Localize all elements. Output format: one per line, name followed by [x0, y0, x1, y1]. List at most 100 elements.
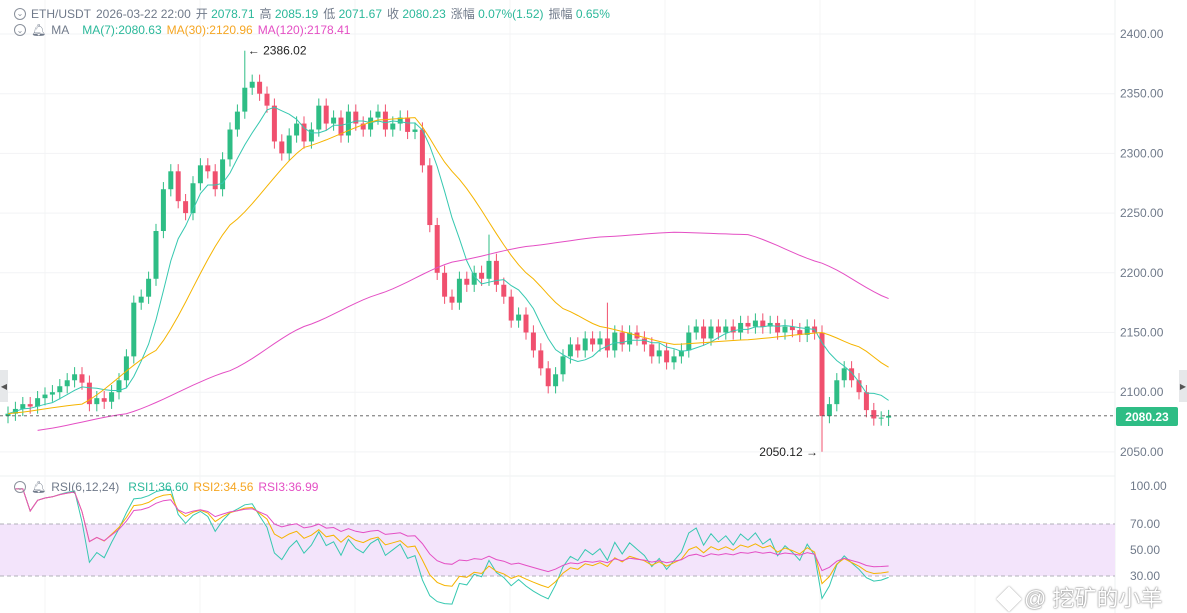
candle-body: [86, 382, 92, 405]
bell-icon[interactable]: 🔔︎: [31, 480, 47, 494]
rsi-tick-label: 100.00: [1130, 479, 1167, 493]
candle-body: [183, 201, 189, 214]
candle-body: [545, 368, 551, 387]
rsi-tick-label: 50.00: [1130, 543, 1160, 557]
candle-body: [79, 374, 85, 383]
candle-body: [841, 368, 847, 381]
scroll-left-tab[interactable]: ◀: [0, 370, 8, 402]
candle-body: [582, 338, 588, 351]
candle-body: [553, 374, 559, 387]
candle-body: [338, 117, 344, 136]
chevron-left-icon: ◀: [0, 381, 8, 391]
collapse-chevron-icon[interactable]: ⌄: [14, 24, 26, 36]
candle-body: [72, 374, 78, 381]
candle-body: [464, 278, 470, 285]
current-price-tag: 2080.23: [1116, 407, 1178, 426]
candle-body: [249, 81, 255, 88]
candle-body: [57, 386, 63, 393]
ma-legend: ⌄ 🔔︎ MA MA(7):2080.63 MA(30):2120.96 MA(…: [14, 23, 350, 37]
close-label: 收: [387, 7, 400, 21]
candle-body: [257, 81, 263, 94]
candle-body: [234, 111, 240, 130]
candle-body: [20, 404, 26, 409]
candle-body: [197, 165, 203, 184]
candle-body: [331, 117, 337, 124]
candle-body: [279, 141, 285, 154]
candle-body: [27, 404, 33, 407]
candle-body: [205, 165, 211, 172]
price-tick-label: 2150.00: [1120, 326, 1164, 340]
candle-body: [619, 332, 625, 345]
candle-body: [493, 260, 499, 285]
bell-icon[interactable]: 🔔︎: [31, 23, 47, 37]
ohlc-legend: ⌄ ETH/USDT 2026-03-22 22:00 开 2078.71 高 …: [14, 5, 610, 22]
candle-body: [856, 380, 862, 393]
candle-body: [323, 105, 329, 124]
candle-body: [508, 296, 514, 321]
candle-body: [64, 380, 70, 387]
candle-body: [871, 410, 877, 419]
scroll-right-tab[interactable]: ▶: [1179, 370, 1187, 402]
low-label: 低: [323, 7, 336, 21]
candle-body: [567, 344, 573, 357]
candle-body: [627, 332, 633, 345]
rsi-tick-label: 70.00: [1130, 517, 1160, 531]
watermark-text: @ 挖矿的小羊: [1024, 586, 1163, 611]
rsi-name: RSI(6,12,24): [51, 480, 120, 494]
candle-body: [641, 338, 647, 345]
watermark-logo-icon: [996, 586, 1022, 612]
candle-body: [101, 398, 107, 402]
candle-body: [538, 350, 544, 369]
candle-body: [146, 278, 152, 297]
candle-body: [360, 123, 366, 130]
collapse-chevron-icon[interactable]: ⌄: [14, 7, 26, 20]
candle-body: [730, 326, 736, 333]
candle-body: [849, 368, 855, 381]
candle-body: [878, 417, 884, 419]
ma7-line: [7, 106, 889, 415]
candle-body: [449, 296, 455, 303]
candle-body: [723, 326, 729, 333]
candle-body: [434, 225, 440, 273]
rsi3-value: RSI3:36.99: [258, 480, 319, 494]
candle-body: [382, 111, 388, 130]
candle-body: [782, 326, 788, 333]
candle-body: [294, 123, 300, 136]
candle-body: [353, 111, 359, 124]
candle-body: [523, 314, 529, 333]
candle-body: [775, 322, 781, 333]
ma7-value: MA(7):2080.63: [82, 23, 162, 37]
candle-body: [612, 332, 618, 351]
candle-body: [738, 322, 744, 333]
candle-body: [286, 135, 292, 154]
high-value: 2085.19: [274, 7, 319, 21]
candle-body: [109, 392, 115, 402]
symbol-label: ETH/USDT: [31, 6, 91, 21]
candle-body: [5, 413, 11, 417]
rsi2-value: RSI2:34.56: [193, 480, 254, 494]
candle-body: [752, 320, 758, 327]
candle-body: [397, 117, 403, 124]
rsi-band: [0, 524, 1115, 576]
candle-body: [242, 87, 248, 112]
change-value: 0.07%(1.52): [478, 7, 544, 21]
candle-body: [789, 326, 795, 331]
open-label: 开: [195, 7, 208, 21]
change-label: 涨幅: [450, 7, 475, 21]
ma-name: MA: [51, 23, 70, 37]
candle-body: [175, 171, 181, 202]
candle-body: [886, 415, 892, 418]
candle-body: [575, 344, 581, 351]
candle-body: [826, 404, 832, 417]
candle-body: [138, 296, 144, 303]
candle-body: [308, 129, 314, 142]
candle-body: [797, 330, 803, 335]
price-tick-label: 2250.00: [1120, 206, 1164, 220]
candle-body: [168, 171, 174, 190]
candle-body: [656, 350, 662, 357]
candle-body: [649, 344, 655, 357]
collapse-chevron-icon[interactable]: ⌄: [14, 481, 26, 493]
price-tick-label: 2350.00: [1120, 87, 1164, 101]
high-label: 高: [259, 7, 272, 21]
